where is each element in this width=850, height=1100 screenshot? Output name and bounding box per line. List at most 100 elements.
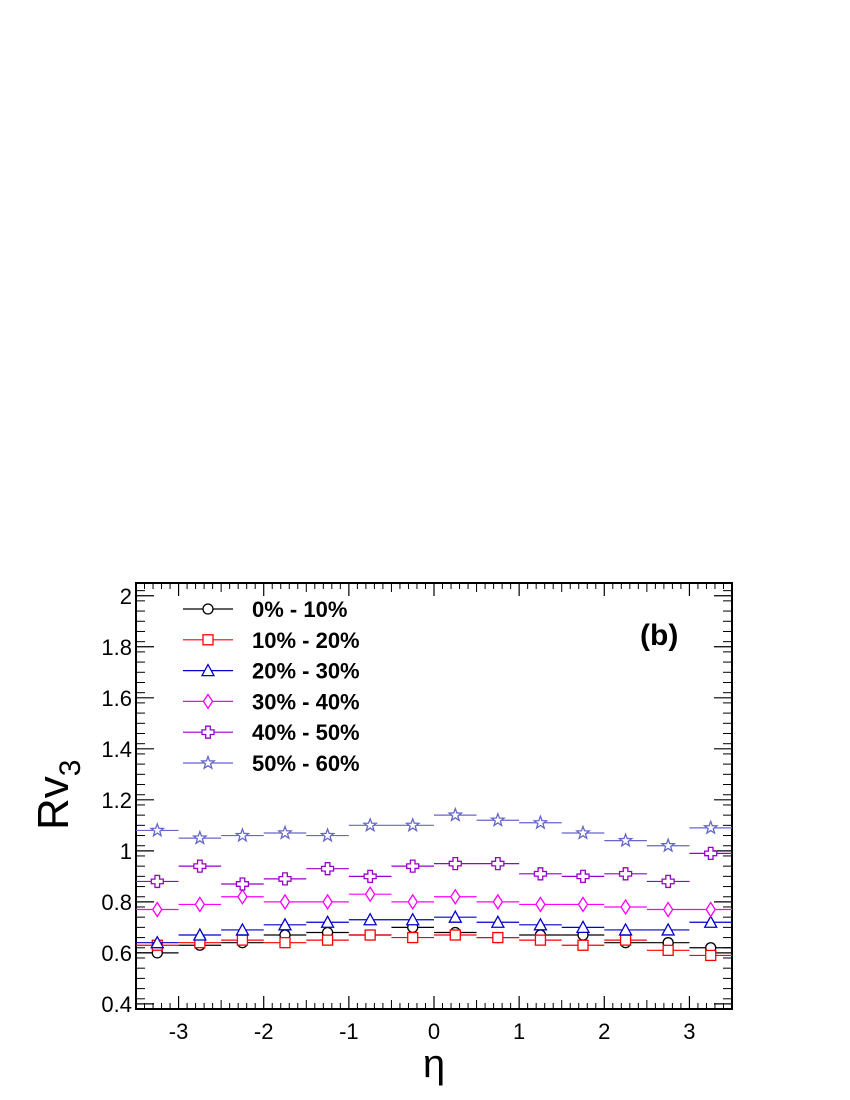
- data-series: [136, 806, 732, 962]
- legend-entry: 10% - 20%: [183, 628, 360, 653]
- x-tick-label: -3: [169, 1019, 189, 1044]
- legend-marker: [201, 725, 215, 739]
- data-point: [617, 832, 634, 848]
- data-point: [492, 893, 504, 911]
- data-point: [448, 909, 463, 923]
- data-point: [533, 867, 548, 881]
- data-point: [577, 896, 589, 913]
- x-tick-label: 0: [428, 1019, 440, 1044]
- data-point: [575, 824, 591, 840]
- y-axis-title-sub: 3: [54, 760, 87, 777]
- data-point: [661, 874, 675, 889]
- data-point: [234, 827, 251, 843]
- data-point: [322, 893, 333, 911]
- series-4: [136, 846, 732, 891]
- legend-label: 20% - 30%: [252, 659, 360, 684]
- legend-marker: [200, 663, 216, 677]
- y-tick-label: 1.2: [101, 788, 132, 813]
- y-tick-label: 2: [120, 584, 132, 609]
- axis-tick-labels: -3 -2 -1 0 1 2 3 0.4 0.6 0.8 1 1.2 1.4 1.6 1.8 2: [101, 584, 695, 1044]
- x-tick-label: 3: [683, 1019, 695, 1044]
- data-point: [662, 901, 674, 918]
- data-point: [149, 822, 166, 838]
- data-point: [279, 893, 291, 911]
- data-point: [194, 896, 206, 913]
- data-point: [619, 934, 632, 946]
- data-point: [533, 917, 548, 931]
- x-tick-label: -1: [339, 1019, 359, 1044]
- legend-label: 40% - 50%: [252, 720, 360, 745]
- data-point: [447, 806, 464, 822]
- data-point: [406, 859, 420, 873]
- data-point: [277, 824, 293, 840]
- x-tick-label: -2: [254, 1019, 274, 1044]
- data-point: [532, 814, 549, 830]
- legend-marker: [202, 693, 214, 710]
- data-point: [407, 931, 419, 944]
- data-point: [320, 914, 335, 928]
- data-point: [535, 896, 546, 913]
- data-point: [321, 934, 334, 946]
- data-point: [362, 816, 379, 833]
- legend-label: 30% - 40%: [252, 689, 360, 714]
- data-point: [152, 901, 163, 918]
- legend-entry: 50% - 60%: [183, 751, 360, 776]
- data-point: [705, 949, 717, 962]
- data-point: [407, 893, 418, 911]
- data-point: [489, 811, 506, 828]
- svg-text:Rv3: Rv3: [29, 760, 87, 830]
- panel-label: (b): [640, 619, 678, 652]
- data-point: [575, 920, 591, 934]
- y-tick-label: 0.8: [101, 890, 132, 915]
- data-point: [577, 939, 589, 951]
- legend-entry: 0% - 10%: [183, 597, 347, 622]
- y-tick-label: 1.4: [101, 737, 132, 762]
- data-point: [661, 922, 676, 936]
- legend-marker: [200, 754, 216, 770]
- data-point: [702, 819, 719, 835]
- legend: 0% - 10% 10% - 20% 20% - 30% 30% - 40% 40% -…: [183, 597, 360, 776]
- y-axis-title-main: Rv: [29, 776, 78, 830]
- axis-ticks: [135, 583, 733, 1010]
- legend-entry: 30% - 40%: [183, 689, 360, 714]
- legend-label: 10% - 20%: [252, 628, 360, 653]
- x-axis-title: η: [423, 1042, 445, 1086]
- data-point: [705, 901, 716, 918]
- data-point: [491, 856, 505, 871]
- data-point: [319, 827, 336, 843]
- legend-label: 0% - 10%: [252, 597, 347, 622]
- legend-label: 50% - 60%: [252, 751, 360, 776]
- data-point: [703, 914, 718, 928]
- y-tick-label: 1: [120, 839, 132, 864]
- series-3: [136, 886, 732, 918]
- legend-entry: 20% - 30%: [183, 659, 360, 684]
- data-point: [236, 934, 249, 946]
- data-point: [363, 869, 377, 884]
- data-point: [235, 922, 250, 936]
- series-2: [136, 909, 732, 949]
- data-point: [364, 929, 376, 941]
- data-point: [449, 929, 461, 941]
- data-point: [448, 856, 462, 871]
- y-axis-title: Rv3: [29, 760, 87, 830]
- data-point: [450, 888, 461, 905]
- data-point: [618, 867, 633, 881]
- y-tick-label: 0.4: [101, 992, 132, 1017]
- data-point: [404, 816, 421, 833]
- x-tick-label: 1: [513, 1019, 525, 1044]
- data-point: [193, 859, 207, 873]
- data-point: [490, 914, 505, 928]
- legend-marker: [202, 634, 214, 646]
- legend-entry: 40% - 50%: [183, 720, 360, 745]
- data-point: [150, 935, 165, 949]
- data-point: [235, 877, 250, 891]
- y-tick-label: 1.6: [101, 686, 132, 711]
- data-point: [150, 874, 164, 889]
- data-point: [192, 927, 207, 941]
- data-point: [618, 922, 633, 936]
- data-point: [277, 917, 293, 931]
- x-tick-label: 2: [598, 1019, 610, 1044]
- series-5: [136, 806, 732, 853]
- legend-marker: [202, 603, 214, 615]
